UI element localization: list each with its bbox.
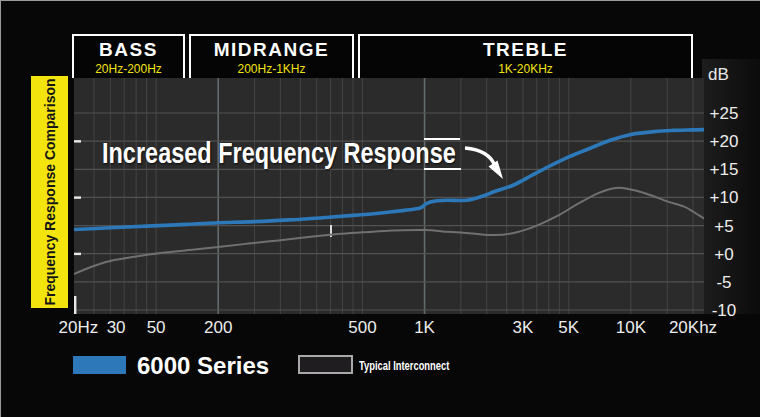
- legend-swatch-6000-series: [73, 356, 126, 374]
- y-edge-tick: [74, 140, 81, 142]
- band-bass-title: BASS: [74, 39, 183, 61]
- y-tick-label: +15: [702, 160, 746, 180]
- x-tick-label: 10K: [601, 318, 661, 338]
- band-bass: BASS 20Hz-200Hz: [72, 34, 185, 78]
- band-midrange: MIDRANGE 200Hz-1KHz: [189, 34, 354, 78]
- band-midrange-range: 200Hz-1KHz: [191, 62, 352, 76]
- y-tick-label: -5: [702, 273, 746, 293]
- legend-label-6000-series: 6000 Series: [137, 352, 269, 380]
- legend-swatch-typical-interconnect: [298, 355, 353, 374]
- band-treble-title: TREBLE: [360, 39, 691, 61]
- x-tick-label: 500: [332, 318, 392, 338]
- annotation-arrow-icon: [453, 139, 513, 187]
- legend-label-typical-interconnect: Typical Interconnect: [359, 358, 449, 373]
- y-edge-tick: [74, 196, 81, 198]
- y-tick-label: +0: [702, 245, 746, 265]
- y-tick-label: +10: [702, 188, 746, 208]
- x-tick-label: 5K: [539, 318, 599, 338]
- band-midrange-title: MIDRANGE: [191, 39, 352, 61]
- frequency-response-chart: Frequency Response Comparison BASS 20Hz-…: [0, 0, 760, 417]
- x-tick-label: 1K: [395, 318, 455, 338]
- x-tick-label: 200: [188, 318, 248, 338]
- side-label-text: Frequency Response Comparison: [42, 78, 58, 305]
- y-tick-label: +20: [702, 132, 746, 152]
- y-edge-tick: [74, 253, 81, 255]
- x-tick-label: 50: [126, 318, 186, 338]
- y-tick-label: +5: [702, 217, 746, 237]
- side-label: Frequency Response Comparison: [31, 76, 68, 308]
- band-treble: TREBLE 1K-20KHz: [358, 34, 693, 78]
- band-treble-range: 1K-20KHz: [360, 62, 691, 76]
- series-typical-interconnect: [74, 188, 704, 274]
- x-tick-label: 20Khz: [663, 318, 723, 338]
- y-axis-unit: dB: [708, 65, 729, 85]
- x-edge-tick: [74, 296, 76, 314]
- band-bass-range: 20Hz-200Hz: [74, 62, 183, 76]
- y-tick-label: +25: [702, 104, 746, 124]
- annotation-text: Increased Frequency Response: [102, 137, 456, 170]
- chart-grid: [74, 78, 704, 314]
